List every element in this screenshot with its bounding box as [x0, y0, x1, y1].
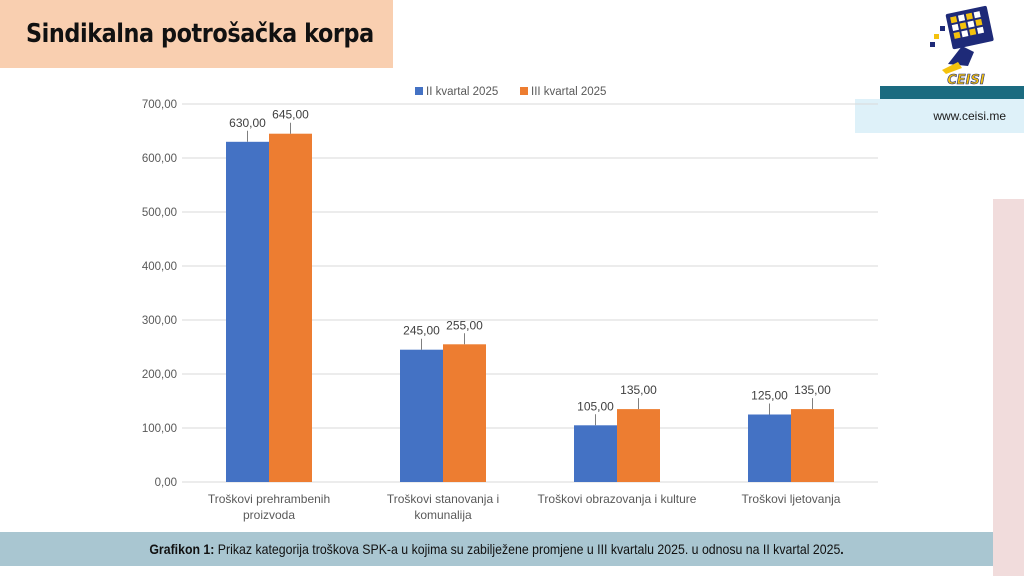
y-tick-label: 0,00: [155, 477, 177, 489]
x-tick-label: komunalija: [414, 508, 472, 522]
legend-swatch: [520, 87, 528, 95]
y-tick-label: 600,00: [142, 153, 177, 165]
bar: [748, 414, 791, 482]
bars: [226, 133, 834, 483]
legend-swatch: [415, 87, 423, 95]
data-label: 135,00: [794, 383, 831, 397]
data-label: 645,00: [272, 108, 309, 122]
data-label: 125,00: [751, 389, 788, 403]
bar: [443, 344, 486, 482]
y-tick-label: 700,00: [142, 99, 177, 111]
bar: [400, 349, 443, 482]
x-tick-label: Troškovi obrazovanja i kulture: [538, 492, 697, 506]
legend-label: III kvartal 2025: [531, 86, 606, 98]
caption-end: .: [840, 541, 844, 557]
website-link[interactable]: www.ceisi.me: [933, 109, 1006, 123]
website-box: www.ceisi.me: [855, 99, 1024, 133]
title-banner: Sindikalna potrošačka korpa: [0, 0, 393, 68]
page-title: Sindikalna potrošačka korpa: [26, 19, 374, 49]
chart-caption: Grafikon 1: Prikaz kategorija troškova S…: [0, 532, 993, 566]
y-tick-label: 500,00: [142, 207, 177, 219]
y-tick-label: 300,00: [142, 315, 177, 327]
x-tick-label: Troškovi ljetovanja: [742, 492, 841, 506]
data-label: 630,00: [229, 116, 266, 130]
x-tick-label: proizvoda: [243, 508, 295, 522]
bar: [617, 409, 660, 482]
bar: [791, 409, 834, 482]
bar-chart: 0,00 100,00 200,00 300,00 400,00 500,00 600,00…: [142, 86, 878, 522]
data-labels: 630,00 645,00 245,00 255,00 105,00 135,00 125,…: [229, 108, 831, 426]
y-tick-label: 100,00: [142, 423, 177, 435]
caption-label: Grafikon 1:: [149, 541, 215, 557]
bar: [226, 141, 269, 483]
x-axis: Troškovi prehrambenih proizvoda Troškovi s…: [208, 492, 841, 522]
data-label: 135,00: [620, 383, 657, 397]
x-tick-label: Troškovi stanovanja i: [387, 492, 499, 506]
legend-label: II kvartal 2025: [426, 86, 498, 98]
bar: [269, 133, 312, 482]
data-label: 245,00: [403, 324, 440, 338]
legend: II kvartal 2025 III kvartal 2025: [415, 86, 606, 98]
ceisi-logo: CEISI: [930, 5, 994, 88]
y-axis: 0,00 100,00 200,00 300,00 400,00 500,00 600,00…: [142, 99, 177, 489]
bar: [574, 425, 617, 482]
decorative-strip: [993, 199, 1024, 576]
x-tick-label: Troškovi prehrambenih: [208, 492, 330, 506]
logo-text: CEISI: [947, 73, 985, 88]
caption-text: Prikaz kategorija troškova SPK-a u kojim…: [214, 541, 841, 557]
y-tick-label: 200,00: [142, 369, 177, 381]
data-label: 255,00: [446, 318, 483, 332]
data-label: 105,00: [577, 399, 614, 413]
y-tick-label: 400,00: [142, 261, 177, 273]
